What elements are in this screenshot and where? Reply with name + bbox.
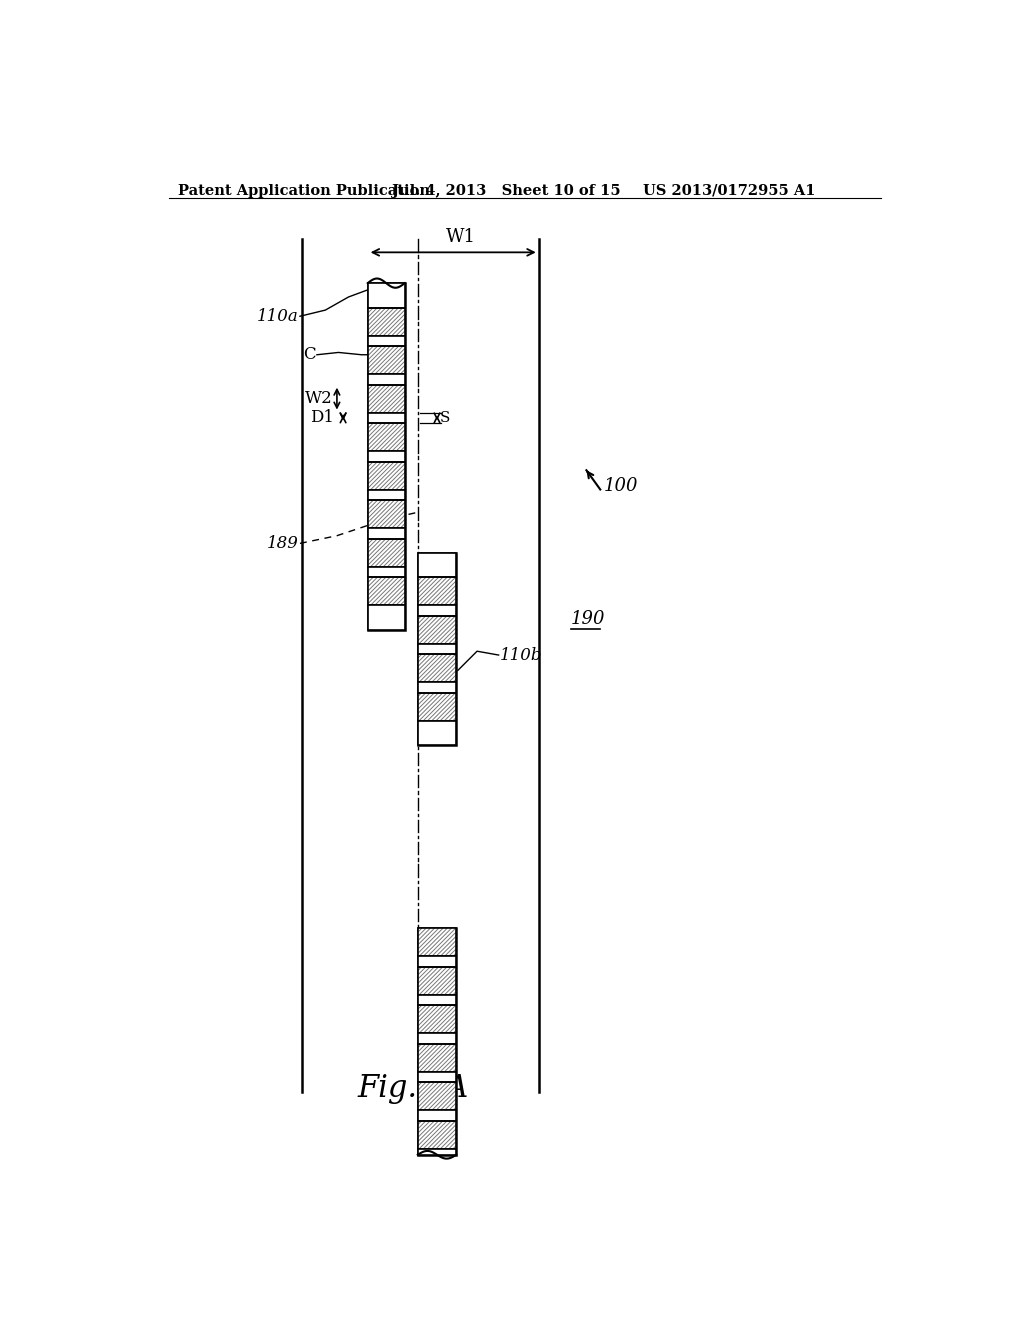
Bar	[418, 693, 457, 721]
Bar	[368, 451, 404, 462]
Bar	[368, 605, 404, 630]
Bar	[418, 995, 457, 1006]
Text: W1: W1	[445, 228, 476, 246]
Bar	[368, 528, 404, 539]
Bar	[368, 308, 404, 335]
Bar	[368, 539, 404, 566]
Bar	[418, 605, 457, 615]
Bar	[418, 928, 457, 1155]
Bar	[368, 374, 404, 385]
Bar	[368, 462, 404, 490]
Bar	[368, 284, 404, 308]
Bar	[418, 1072, 457, 1082]
Text: 110b: 110b	[500, 647, 543, 664]
Bar	[368, 577, 404, 605]
Text: C: C	[303, 346, 315, 363]
Bar	[418, 553, 457, 744]
Bar	[418, 1044, 457, 1072]
Bar	[368, 462, 404, 490]
Text: US 2013/0172955 A1: US 2013/0172955 A1	[643, 183, 815, 198]
Bar	[418, 577, 457, 605]
Bar	[418, 682, 457, 693]
Bar	[368, 539, 404, 566]
Bar	[368, 490, 404, 500]
Bar	[418, 1044, 457, 1072]
Text: Jul. 4, 2013   Sheet 10 of 15: Jul. 4, 2013 Sheet 10 of 15	[392, 183, 621, 198]
Bar	[418, 928, 457, 956]
Bar	[368, 413, 404, 424]
Text: 110a: 110a	[257, 308, 298, 325]
Text: D1: D1	[310, 409, 334, 426]
Bar	[368, 424, 404, 451]
Bar	[418, 655, 457, 682]
Bar	[418, 1148, 457, 1155]
Text: 189: 189	[266, 535, 298, 552]
Text: Patent Application Publication: Patent Application Publication	[178, 183, 430, 198]
Bar	[368, 346, 404, 374]
Bar	[418, 966, 457, 995]
Bar	[418, 655, 457, 682]
Bar	[418, 1082, 457, 1110]
Bar	[418, 956, 457, 966]
Bar	[418, 966, 457, 995]
Bar	[368, 308, 404, 335]
Bar	[368, 346, 404, 374]
Bar	[368, 566, 404, 577]
Bar	[368, 385, 404, 412]
Bar	[418, 1110, 457, 1121]
Bar	[418, 615, 457, 644]
Bar	[418, 928, 457, 956]
Text: S: S	[440, 411, 451, 425]
Bar	[418, 1006, 457, 1034]
Bar	[368, 500, 404, 528]
Text: 190: 190	[571, 610, 605, 628]
Text: 100: 100	[604, 477, 639, 495]
Bar	[368, 577, 404, 605]
Bar	[368, 424, 404, 451]
Bar	[368, 385, 404, 412]
Bar	[368, 335, 404, 346]
Bar	[418, 1121, 457, 1148]
Bar	[418, 1121, 457, 1148]
Bar	[418, 1034, 457, 1044]
Bar	[418, 644, 457, 655]
Bar	[418, 1006, 457, 1034]
Bar	[418, 1082, 457, 1110]
Bar	[368, 284, 404, 630]
Text: W2: W2	[305, 391, 333, 407]
Bar	[418, 615, 457, 644]
Bar	[418, 553, 457, 577]
Bar	[418, 721, 457, 744]
Bar	[418, 693, 457, 721]
Text: Fig. 7A: Fig. 7A	[357, 1073, 469, 1104]
Bar	[418, 577, 457, 605]
Bar	[368, 500, 404, 528]
